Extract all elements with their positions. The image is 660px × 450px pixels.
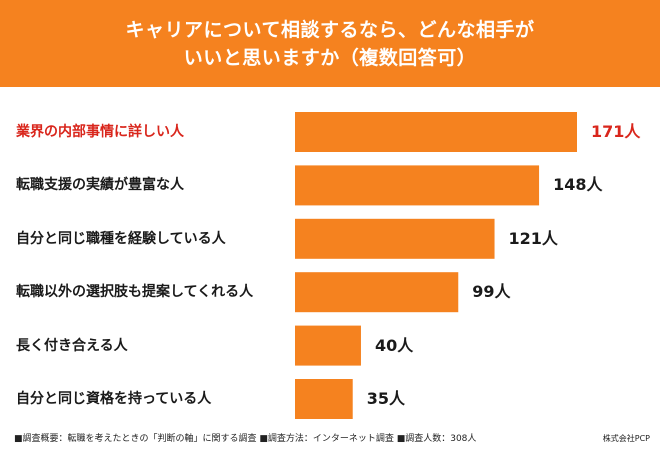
bar-5 (295, 379, 353, 419)
value-label-5: 35人 (366, 389, 405, 408)
bar-3 (295, 272, 459, 313)
category-label-2: 自分と同じ職種を経験している人 (16, 230, 226, 247)
value-label-2: 121人 (508, 228, 558, 248)
bar-2 (295, 218, 495, 259)
bar-0 (295, 112, 577, 152)
value-label-3: 99人 (472, 282, 511, 302)
bar-1 (295, 165, 540, 206)
bar-chart: 業界の内部事情に詳しい人 171人転職支援の実績が豊富な人 148人自分と同じ職種を… (0, 95, 660, 425)
value-label-4: 40人 (374, 335, 414, 355)
value-label-1: 148人 (553, 175, 603, 195)
chart-header: キャリアについて相談するなら、どんな相手が いいと思いますか（複数回答可） (0, 0, 660, 87)
survey-footer: ■調査概要：転職を考えたときの「判断の軸」に関する調査 ■調査方法：インターネッ… (14, 432, 650, 446)
value-label-0: 171人 (591, 122, 641, 141)
category-label-4: 長く付き合える人 (16, 337, 128, 354)
category-label-1: 転職支援の実績が豊富な人 (16, 177, 184, 194)
survey-note: ■調査概要：転職を考えたときの「判断の軸」に関する調査 ■調査方法：インターネッ… (14, 434, 477, 444)
category-label-0: 業界の内部事情に詳しい人 (16, 124, 184, 140)
company-credit: 株式会社PCP (602, 434, 650, 443)
category-label-3: 転職以外の選択肢も提案してくれる人 (16, 284, 254, 301)
bar-chart-svg (295, 112, 577, 419)
category-label-5: 自分と同じ資格を持っている人 (16, 391, 212, 407)
chart-title: キャリアについて相談するなら、どんな相手が いいと思いますか（複数回答可） (125, 18, 535, 69)
bar-4 (295, 325, 361, 366)
